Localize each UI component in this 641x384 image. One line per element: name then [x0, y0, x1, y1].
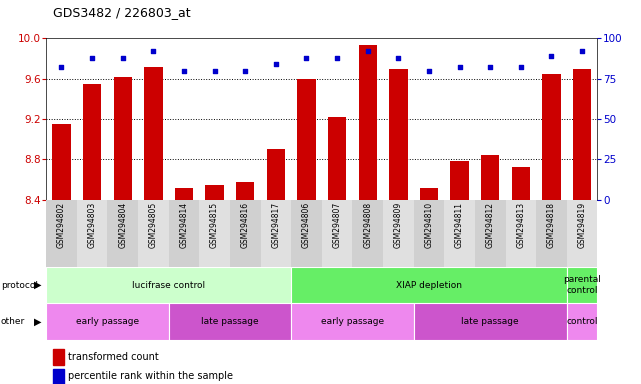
Text: control: control — [567, 317, 598, 326]
Bar — [567, 303, 597, 340]
Point — [148, 48, 158, 55]
Bar — [353, 200, 383, 267]
Bar — [297, 79, 315, 200]
Bar — [230, 200, 260, 267]
Text: GSM294811: GSM294811 — [455, 202, 464, 248]
Bar — [481, 155, 499, 200]
Bar — [144, 66, 163, 200]
Bar — [205, 185, 224, 200]
Text: late passage: late passage — [462, 317, 519, 326]
Text: GSM294817: GSM294817 — [271, 202, 280, 248]
Text: GSM294816: GSM294816 — [241, 202, 250, 248]
Bar — [138, 200, 169, 267]
Bar — [267, 149, 285, 200]
Text: GSM294806: GSM294806 — [302, 202, 311, 248]
Point — [179, 68, 189, 74]
Bar — [451, 161, 469, 200]
Text: lucifrase control: lucifrase control — [132, 281, 205, 290]
Text: GSM294809: GSM294809 — [394, 202, 403, 248]
Text: GSM294808: GSM294808 — [363, 202, 372, 248]
Bar — [199, 200, 230, 267]
Text: GSM294807: GSM294807 — [333, 202, 342, 248]
Bar — [358, 45, 377, 200]
Point — [271, 61, 281, 67]
Point — [56, 65, 67, 71]
Text: GDS3482 / 226803_at: GDS3482 / 226803_at — [53, 6, 190, 19]
Text: ▶: ▶ — [34, 280, 42, 290]
Text: GSM294804: GSM294804 — [118, 202, 127, 248]
Text: other: other — [1, 317, 25, 326]
Point — [363, 48, 373, 55]
Bar — [328, 117, 346, 200]
Bar — [506, 200, 536, 267]
Bar — [567, 200, 597, 267]
Bar — [169, 303, 291, 340]
Bar — [413, 303, 567, 340]
Text: early passage: early passage — [321, 317, 384, 326]
Bar — [260, 200, 291, 267]
Bar — [77, 200, 108, 267]
Text: GSM294802: GSM294802 — [57, 202, 66, 248]
Bar — [573, 69, 591, 200]
Bar — [420, 187, 438, 200]
Text: GSM294812: GSM294812 — [486, 202, 495, 248]
Point — [516, 65, 526, 71]
Bar — [567, 267, 597, 303]
Bar — [83, 84, 101, 200]
Point — [424, 68, 434, 74]
Bar — [383, 200, 413, 267]
Point — [117, 55, 128, 61]
Text: GSM294819: GSM294819 — [578, 202, 587, 248]
Point — [332, 55, 342, 61]
Text: GSM294815: GSM294815 — [210, 202, 219, 248]
Bar — [113, 77, 132, 200]
Text: early passage: early passage — [76, 317, 139, 326]
Bar — [536, 200, 567, 267]
Bar — [475, 200, 506, 267]
Point — [454, 65, 465, 71]
Bar — [444, 200, 475, 267]
Text: protocol: protocol — [1, 281, 38, 290]
Point — [577, 48, 587, 55]
Text: GSM294805: GSM294805 — [149, 202, 158, 248]
Bar — [46, 303, 169, 340]
Point — [546, 53, 556, 59]
Point — [240, 68, 251, 74]
Point — [393, 55, 403, 61]
Point — [87, 55, 97, 61]
Bar — [512, 167, 530, 200]
Text: parental
control: parental control — [563, 275, 601, 295]
Bar — [175, 187, 193, 200]
Point — [301, 55, 312, 61]
Text: XIAP depletion: XIAP depletion — [396, 281, 462, 290]
Bar — [322, 200, 353, 267]
Point — [485, 65, 495, 71]
Bar — [291, 267, 567, 303]
Text: GSM294803: GSM294803 — [88, 202, 97, 248]
Bar — [53, 124, 71, 200]
Bar — [291, 303, 413, 340]
Point — [210, 68, 220, 74]
Text: percentile rank within the sample: percentile rank within the sample — [68, 371, 233, 381]
Text: transformed count: transformed count — [68, 352, 159, 362]
Text: GSM294810: GSM294810 — [424, 202, 433, 248]
Bar — [389, 69, 408, 200]
Text: late passage: late passage — [201, 317, 259, 326]
Text: ▶: ▶ — [34, 316, 42, 327]
Bar — [291, 200, 322, 267]
Bar — [542, 74, 561, 200]
Text: GSM294813: GSM294813 — [517, 202, 526, 248]
Bar — [46, 200, 77, 267]
Bar — [236, 182, 254, 200]
Text: GSM294818: GSM294818 — [547, 202, 556, 248]
Bar — [46, 267, 291, 303]
Bar — [108, 200, 138, 267]
Bar — [413, 200, 444, 267]
Text: GSM294814: GSM294814 — [179, 202, 188, 248]
Bar — [169, 200, 199, 267]
